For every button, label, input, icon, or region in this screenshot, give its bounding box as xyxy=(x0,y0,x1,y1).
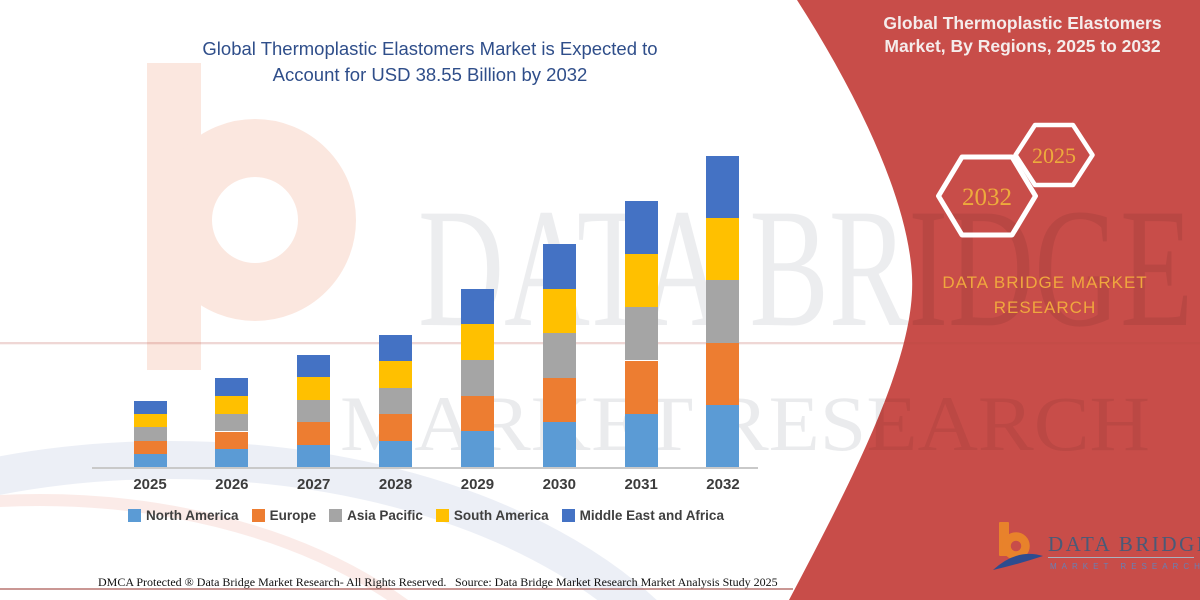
bar-segment-2026-europe xyxy=(215,431,249,450)
footer-underline xyxy=(0,588,793,590)
bar-segment-2025-asia-pacific xyxy=(133,427,167,441)
bar-segment-2028-middle-east-and-africa xyxy=(379,334,413,362)
bar-segment-2027-south-america xyxy=(297,377,331,400)
bar-segment-2031-europe xyxy=(624,360,658,414)
legend-label: North America xyxy=(146,508,239,523)
chart-title-line2: Account for USD 38.55 Billion by 2032 xyxy=(272,64,588,85)
legend-label: South America xyxy=(453,508,549,523)
hexagon-2032 xyxy=(936,154,1038,238)
pale-b-logo-watermark xyxy=(147,63,356,370)
logo-swoosh xyxy=(993,553,1043,570)
x-axis-label-2026: 2026 xyxy=(215,476,249,493)
legend-item-north-america: North America xyxy=(128,508,239,523)
legend-swatch-icon xyxy=(251,509,265,522)
bar-segment-2028-europe xyxy=(379,414,413,441)
chart-legend: North America Europe Asia Pacific South Ame… xyxy=(88,508,764,523)
legend-label: Asia Pacific xyxy=(347,508,423,523)
x-axis-label-2029: 2029 xyxy=(460,476,495,493)
brand-line1: DATA BRIDGE MARKET xyxy=(942,273,1148,292)
bar-segment-2031-north-america xyxy=(624,413,658,467)
legend-swatch-icon xyxy=(128,509,142,522)
red-side-panel xyxy=(789,0,1200,600)
bar-segment-2026-north-america xyxy=(215,449,249,467)
legend-item-south-america: South America xyxy=(435,508,549,523)
bar-segment-2030-europe xyxy=(542,377,576,423)
bar-segment-2030-asia-pacific xyxy=(542,333,576,378)
hexagon-2025-year: 2025 xyxy=(1032,143,1076,168)
bar-segment-2031-asia-pacific xyxy=(624,307,658,361)
swoosh-arcs-watermark xyxy=(0,441,657,600)
logo-name-text: DATA BRIDGE xyxy=(1048,532,1200,556)
footer-copyright: DMCA Protected ® Data Bridge Market Rese… xyxy=(98,575,447,589)
bar-segment-2030-middle-east-and-africa xyxy=(542,244,576,289)
bar-segment-2031-south-america xyxy=(624,254,658,308)
bar-segment-2029-asia-pacific xyxy=(460,360,494,396)
bar-segment-2028-north-america xyxy=(379,440,413,467)
bar-segment-2026-south-america xyxy=(215,396,249,414)
x-axis-label-2031: 2031 xyxy=(624,476,658,493)
year-hexagons: 2025 2032 xyxy=(936,122,1095,238)
company-logo-icon xyxy=(993,522,1043,570)
panel-title: Global Thermoplastic Elastomers Market, … xyxy=(845,12,1200,58)
legend-swatch-icon xyxy=(561,509,575,522)
legend-label: Europe xyxy=(269,508,317,523)
legend-item-asia-pacific: Asia Pacific xyxy=(329,508,423,523)
bar-segment-2026-middle-east-and-africa xyxy=(215,378,249,396)
panel-title-line1: Global Thermoplastic Elastomers xyxy=(883,13,1162,33)
faint-horizontal-stripe xyxy=(0,342,1200,345)
logo-subtitle-text: MARKET RESEARCH xyxy=(1050,562,1200,571)
bar-segment-2025-europe xyxy=(133,440,167,454)
logo-b-bowl xyxy=(1002,532,1030,560)
bar-segment-2032-north-america xyxy=(706,404,740,467)
bar-segment-2028-asia-pacific xyxy=(379,387,413,415)
brand-wordmark: DATA BRIDGE MARKET RESEARCH xyxy=(880,270,1200,320)
chart-title: Global Thermoplastic Elastomers Market i… xyxy=(115,36,745,88)
bar-segment-2029-north-america xyxy=(460,431,494,467)
bar-segment-2027-north-america xyxy=(297,444,331,467)
bar-segment-2025-middle-east-and-africa xyxy=(133,400,167,415)
bar-segment-2027-asia-pacific xyxy=(297,399,331,423)
bar-segment-2025-south-america xyxy=(133,414,167,428)
bar-segment-2030-south-america xyxy=(542,288,576,334)
bar-segment-2032-europe xyxy=(706,342,740,405)
panel-title-line2: Market, By Regions, 2025 to 2032 xyxy=(884,36,1161,56)
bar-segment-2028-south-america xyxy=(379,361,413,388)
bar-segment-2029-middle-east-and-africa xyxy=(460,288,494,325)
bar-segment-2025-north-america xyxy=(133,453,167,467)
bar-segment-2027-middle-east-and-africa xyxy=(297,354,331,378)
bar-segment-2031-middle-east-and-africa xyxy=(624,200,658,254)
x-axis-line xyxy=(92,467,758,469)
bar-segment-2029-europe xyxy=(460,395,494,432)
bar-segment-2027-europe xyxy=(297,422,331,445)
footer-source: Source: Data Bridge Market Research Mark… xyxy=(455,575,778,589)
legend-item-middle-east-and-africa: Middle East and Africa xyxy=(561,508,724,523)
x-axis-label-2032: 2032 xyxy=(706,476,740,493)
x-axis-label-2025: 2025 xyxy=(133,476,167,493)
bar-segment-2029-south-america xyxy=(460,324,494,361)
x-axis-label-2030: 2030 xyxy=(542,476,576,493)
logo-divider-line xyxy=(1048,557,1194,558)
legend-swatch-icon xyxy=(435,509,449,522)
legend-label: Middle East and Africa xyxy=(579,508,724,523)
legend-item-europe: Europe xyxy=(251,508,317,523)
bar-segment-2032-middle-east-and-africa xyxy=(706,156,740,219)
x-axis-label-2028: 2028 xyxy=(378,476,413,493)
hexagon-2032-year: 2032 xyxy=(962,184,1012,211)
bar-segment-2030-north-america xyxy=(542,422,576,467)
hexagon-2025 xyxy=(1013,122,1095,188)
bar-segment-2032-south-america xyxy=(706,218,740,281)
legend-swatch-icon xyxy=(329,509,343,522)
x-axis-label-2027: 2027 xyxy=(297,476,331,493)
chart-title-line1: Global Thermoplastic Elastomers Market i… xyxy=(202,38,658,59)
bar-segment-2032-asia-pacific xyxy=(706,280,740,343)
brand-line2: RESEARCH xyxy=(993,298,1097,317)
bar-segment-2026-asia-pacific xyxy=(215,413,249,432)
